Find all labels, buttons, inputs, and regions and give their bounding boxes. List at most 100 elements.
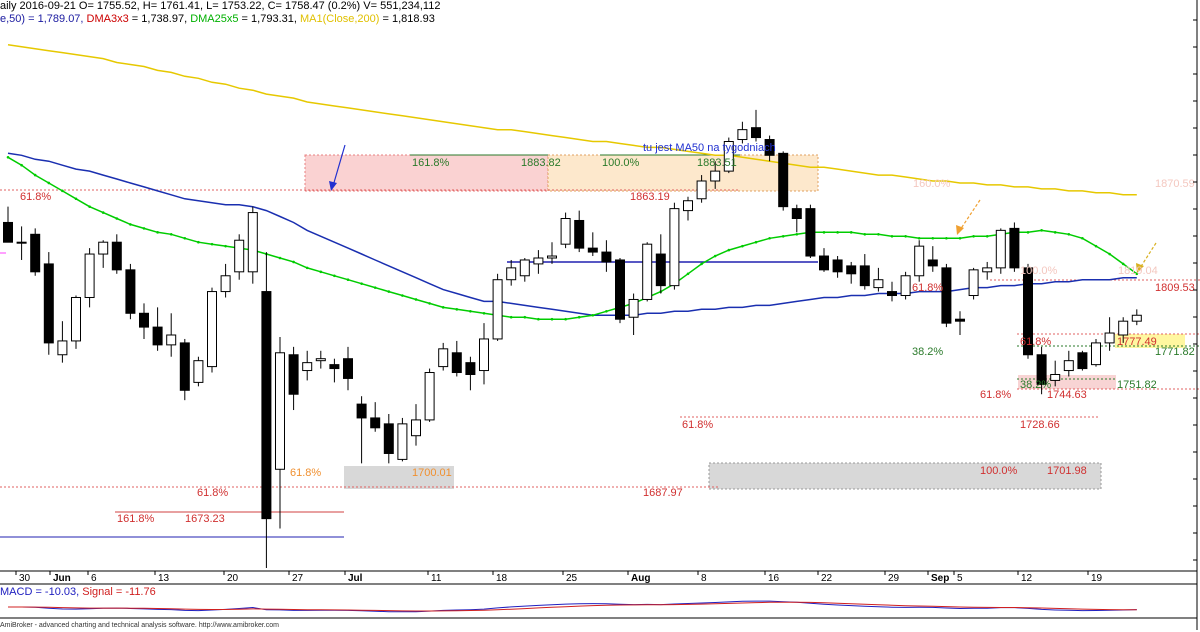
candle-body: [506, 267, 517, 281]
candle-body: [519, 259, 530, 277]
candle: [179, 338, 190, 401]
fib-label: 1728.66: [1020, 419, 1060, 431]
fib-label: 61.8%: [290, 467, 321, 479]
candle-body: [574, 219, 585, 249]
candle-body: [900, 275, 911, 297]
candle-body: [57, 340, 68, 356]
dma25-point: [1040, 229, 1043, 232]
dma25-point: [890, 234, 894, 238]
fib-label: 1771.82: [1155, 346, 1195, 358]
dma25-point: [183, 236, 187, 240]
candle: [315, 350, 326, 369]
indicator-header-segment: DMA25x5: [190, 13, 239, 25]
dma25-point: [156, 231, 159, 234]
candle-body: [1118, 320, 1129, 336]
fib-zone-red-top: [304, 154, 549, 192]
candle-body: [1023, 267, 1033, 356]
candle: [1009, 222, 1020, 272]
candle: [84, 248, 95, 308]
candle-body: [723, 140, 734, 172]
candle-body: [111, 241, 122, 271]
macd-line: [8, 600, 1137, 613]
candle-body: [587, 247, 598, 253]
candle: [601, 240, 612, 272]
dma25-point: [469, 310, 472, 313]
candle: [275, 336, 285, 529]
dma25-point: [931, 236, 935, 240]
candle: [71, 295, 81, 349]
dma25-point: [836, 231, 839, 234]
candle-body: [710, 170, 721, 182]
candle: [1091, 338, 1101, 367]
fib-label: 1673.23: [185, 513, 225, 525]
fib-label: 1701.98: [1047, 465, 1087, 477]
candles-group: [3, 109, 1142, 568]
dma25-point: [401, 294, 404, 297]
dma25-point: [1135, 272, 1139, 276]
candle-body: [329, 364, 340, 370]
candle-body: [873, 279, 884, 289]
candle: [166, 313, 177, 357]
indicator-header-segment: = 1,818.93: [379, 13, 435, 25]
candle-body: [139, 312, 149, 328]
candle: [370, 402, 381, 432]
x-label: 5: [957, 573, 963, 584]
candle: [1118, 317, 1129, 343]
dma25-point: [278, 256, 282, 260]
dma25-point: [700, 262, 703, 266]
candle-body: [601, 251, 612, 263]
candle: [764, 135, 775, 162]
dma25-point: [33, 173, 37, 177]
dma25-point: [224, 244, 227, 248]
candle: [288, 346, 299, 411]
candle-body: [234, 239, 245, 273]
fib-label: 161.8%: [412, 157, 450, 169]
dma25-point: [1121, 262, 1125, 266]
dma25-point: [482, 311, 486, 315]
dma25-point: [428, 302, 431, 305]
x-label: 16: [768, 573, 780, 584]
candle: [628, 293, 639, 336]
candle-body: [1009, 227, 1020, 269]
fib-label: 61.8%: [682, 419, 713, 431]
candle-body: [791, 208, 802, 220]
x-label: Aug: [631, 573, 650, 584]
dma25-point: [414, 298, 418, 301]
candle: [655, 234, 666, 294]
candle-body: [1104, 332, 1115, 344]
candle: [139, 303, 149, 339]
fib-label: 61.8%: [980, 389, 1011, 401]
fib-label: 1777.49: [1117, 336, 1157, 348]
candle: [710, 161, 721, 189]
candle-body: [764, 139, 775, 156]
candle: [343, 346, 353, 391]
candle: [465, 356, 476, 391]
candle: [193, 356, 204, 387]
candle: [356, 396, 367, 464]
candle: [751, 109, 761, 142]
candle: [669, 202, 680, 290]
dma25-point: [741, 244, 744, 248]
candle-body: [696, 180, 707, 200]
indicator-header-segment: = 1,793.31,: [238, 13, 300, 25]
dma25-point: [1094, 244, 1098, 248]
fib-label: 1863.19: [630, 191, 670, 203]
fib-label: 1870.59: [1155, 178, 1195, 190]
x-label: 30: [19, 573, 31, 584]
candle: [111, 234, 122, 274]
candle: [819, 248, 829, 272]
dma25-point: [564, 317, 567, 321]
candle: [968, 267, 979, 300]
dma25-point: [863, 233, 867, 236]
dma25-point: [346, 278, 350, 282]
candle-body: [424, 372, 435, 421]
candle: [43, 252, 54, 355]
candle: [492, 273, 503, 341]
dma25-point: [20, 163, 23, 167]
dma25-point: [727, 248, 731, 252]
candle: [424, 368, 435, 422]
x-label: 20: [227, 573, 239, 584]
candle: [723, 137, 734, 174]
candle: [683, 196, 693, 221]
